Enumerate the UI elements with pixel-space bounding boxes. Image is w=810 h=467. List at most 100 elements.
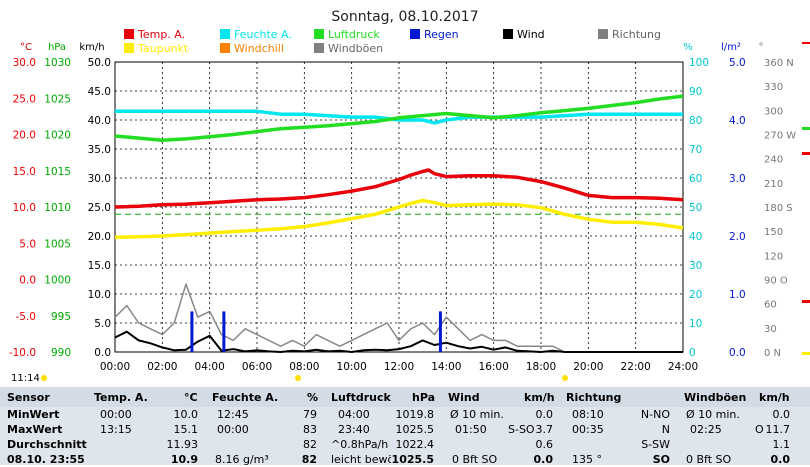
tick-dir: 360 N <box>764 58 794 69</box>
dir-min: N-NO <box>640 408 670 421</box>
unit-hum: % <box>683 42 693 53</box>
legend-label-7: Windchill <box>234 42 284 55</box>
tick-temp: 5.0 <box>19 238 36 250</box>
tick-dir: 90 O <box>764 276 788 287</box>
gust-min: 0.0 <box>772 408 791 421</box>
tick-wind: 45.0 <box>88 86 111 98</box>
tick-dir: 210 <box>764 179 783 190</box>
gust-max-time: 02:25 <box>690 423 722 436</box>
unit-dir: ° <box>759 42 764 53</box>
legend-swatch-8 <box>314 43 324 53</box>
tick-temp: 25.0 <box>13 93 36 105</box>
tick-wind: 50.0 <box>88 57 111 69</box>
series-windb-en <box>114 283 683 353</box>
gust-unit: km/h <box>759 391 790 404</box>
press-min: 1019.8 <box>395 408 435 421</box>
row-label-avg: Durchschnitt <box>7 438 87 451</box>
legend-swatch-6 <box>124 43 134 53</box>
tick-hum: 20 <box>689 289 702 301</box>
tick-dir: 180 S <box>764 203 793 214</box>
press-avg: 1022.4 <box>395 438 435 451</box>
dir-avg: S-SW <box>641 438 670 451</box>
legend-label-4: Wind <box>517 28 545 41</box>
tick-hum: 90 <box>689 86 702 98</box>
hum-max: 83 <box>303 423 317 436</box>
hum-avg: 82 <box>303 438 317 451</box>
ticks: 30.025.020.015.010.05.00.0-5.0-10.010301… <box>9 57 796 373</box>
temp-min-time: 00:00 <box>100 408 132 421</box>
tick-rain: 3.0 <box>729 173 746 185</box>
tick-press: 1030 <box>44 57 71 69</box>
hum-max-time: 00:00 <box>217 423 249 436</box>
press-current: 1025.5 <box>391 453 434 466</box>
tick-x: 08:00 <box>289 361 319 373</box>
tick-hum: 30 <box>689 260 702 272</box>
wind-unit: km/h <box>524 391 555 404</box>
temp-unit: °C <box>184 391 198 404</box>
tick-press: 1025 <box>44 93 71 105</box>
dir-current: SO <box>652 453 670 466</box>
press-head: Luftdruck <box>331 391 391 404</box>
tick-press: 1010 <box>44 202 71 214</box>
temp-max-time: 13:15 <box>100 423 132 436</box>
tick-x: 04:00 <box>195 361 225 373</box>
tick-temp: 0.0 <box>19 275 36 287</box>
series-wind <box>114 330 683 353</box>
tick-hum: 50 <box>689 202 702 214</box>
temp-head: Temp. A. <box>94 391 148 404</box>
tick-dir: 150 <box>764 227 783 238</box>
tick-x: 02:00 <box>147 361 177 373</box>
unit-press: hPa <box>48 42 66 53</box>
hum-min: 79 <box>303 408 317 421</box>
wind-head: Wind <box>448 391 480 404</box>
press-forecast: leicht bewölkt <box>331 453 391 466</box>
tick-wind: 40.0 <box>88 115 111 127</box>
temp-max: 15.1 <box>173 423 199 436</box>
tick-temp: 15.0 <box>13 166 36 178</box>
unit-wind: km/h <box>79 42 104 53</box>
tick-x: 18:00 <box>526 361 556 373</box>
row-label-min: MinWert <box>7 408 60 421</box>
series-feuchte-a- <box>115 109 683 125</box>
tick-temp: 10.0 <box>13 202 36 214</box>
tick-x: 14:00 <box>431 361 461 373</box>
wind-avg: 0.6 <box>535 438 554 451</box>
edge-dew-mark <box>802 352 810 355</box>
tick-press: 1000 <box>44 275 71 287</box>
rain-bar <box>438 311 442 352</box>
tick-dir: 330 <box>764 82 783 93</box>
tick-dir: 120 <box>764 251 783 262</box>
wind-max-dir: S-SO <box>508 423 535 436</box>
tick-x: 24:00 <box>668 361 698 373</box>
temp-min: 10.0 <box>173 408 199 421</box>
dir-degrees: 135 ° <box>572 453 602 466</box>
legend-label-6: Taupunkt <box>137 42 189 55</box>
tick-rain: 1.0 <box>729 289 746 301</box>
wind-max-time: 01:50 <box>455 423 487 436</box>
gust-max-dir: O <box>755 423 764 436</box>
tick-wind: 30.0 <box>88 173 111 185</box>
tick-hum: 80 <box>689 115 702 127</box>
tick-press: 1015 <box>44 166 71 178</box>
dir-max-time: 00:35 <box>572 423 604 436</box>
tick-wind: 5.0 <box>94 318 111 330</box>
tick-dir: 300 <box>764 106 783 117</box>
tick-x: 10:00 <box>337 361 367 373</box>
tick-dir: 60 <box>764 300 777 311</box>
hum-head: Feuchte A. <box>212 391 279 404</box>
wind-current: 0.0 <box>533 453 554 466</box>
wind-min-label: Ø 10 min. <box>450 408 504 421</box>
hum-current: 82 <box>301 453 317 466</box>
unit-rain: l/m² <box>721 42 741 53</box>
edge-press-mark <box>802 127 810 130</box>
tick-x: 22:00 <box>621 361 651 373</box>
tick-press: 995 <box>51 311 71 323</box>
tick-hum: 0 <box>689 347 696 359</box>
wind-min: 0.0 <box>535 408 554 421</box>
tick-wind: 25.0 <box>88 202 111 214</box>
tick-rain: 0.0 <box>729 347 746 359</box>
press-min-time: 04:00 <box>338 408 370 421</box>
legend-swatch-7 <box>220 43 230 53</box>
sun-icon <box>41 375 47 381</box>
tick-wind: 10.0 <box>88 289 111 301</box>
